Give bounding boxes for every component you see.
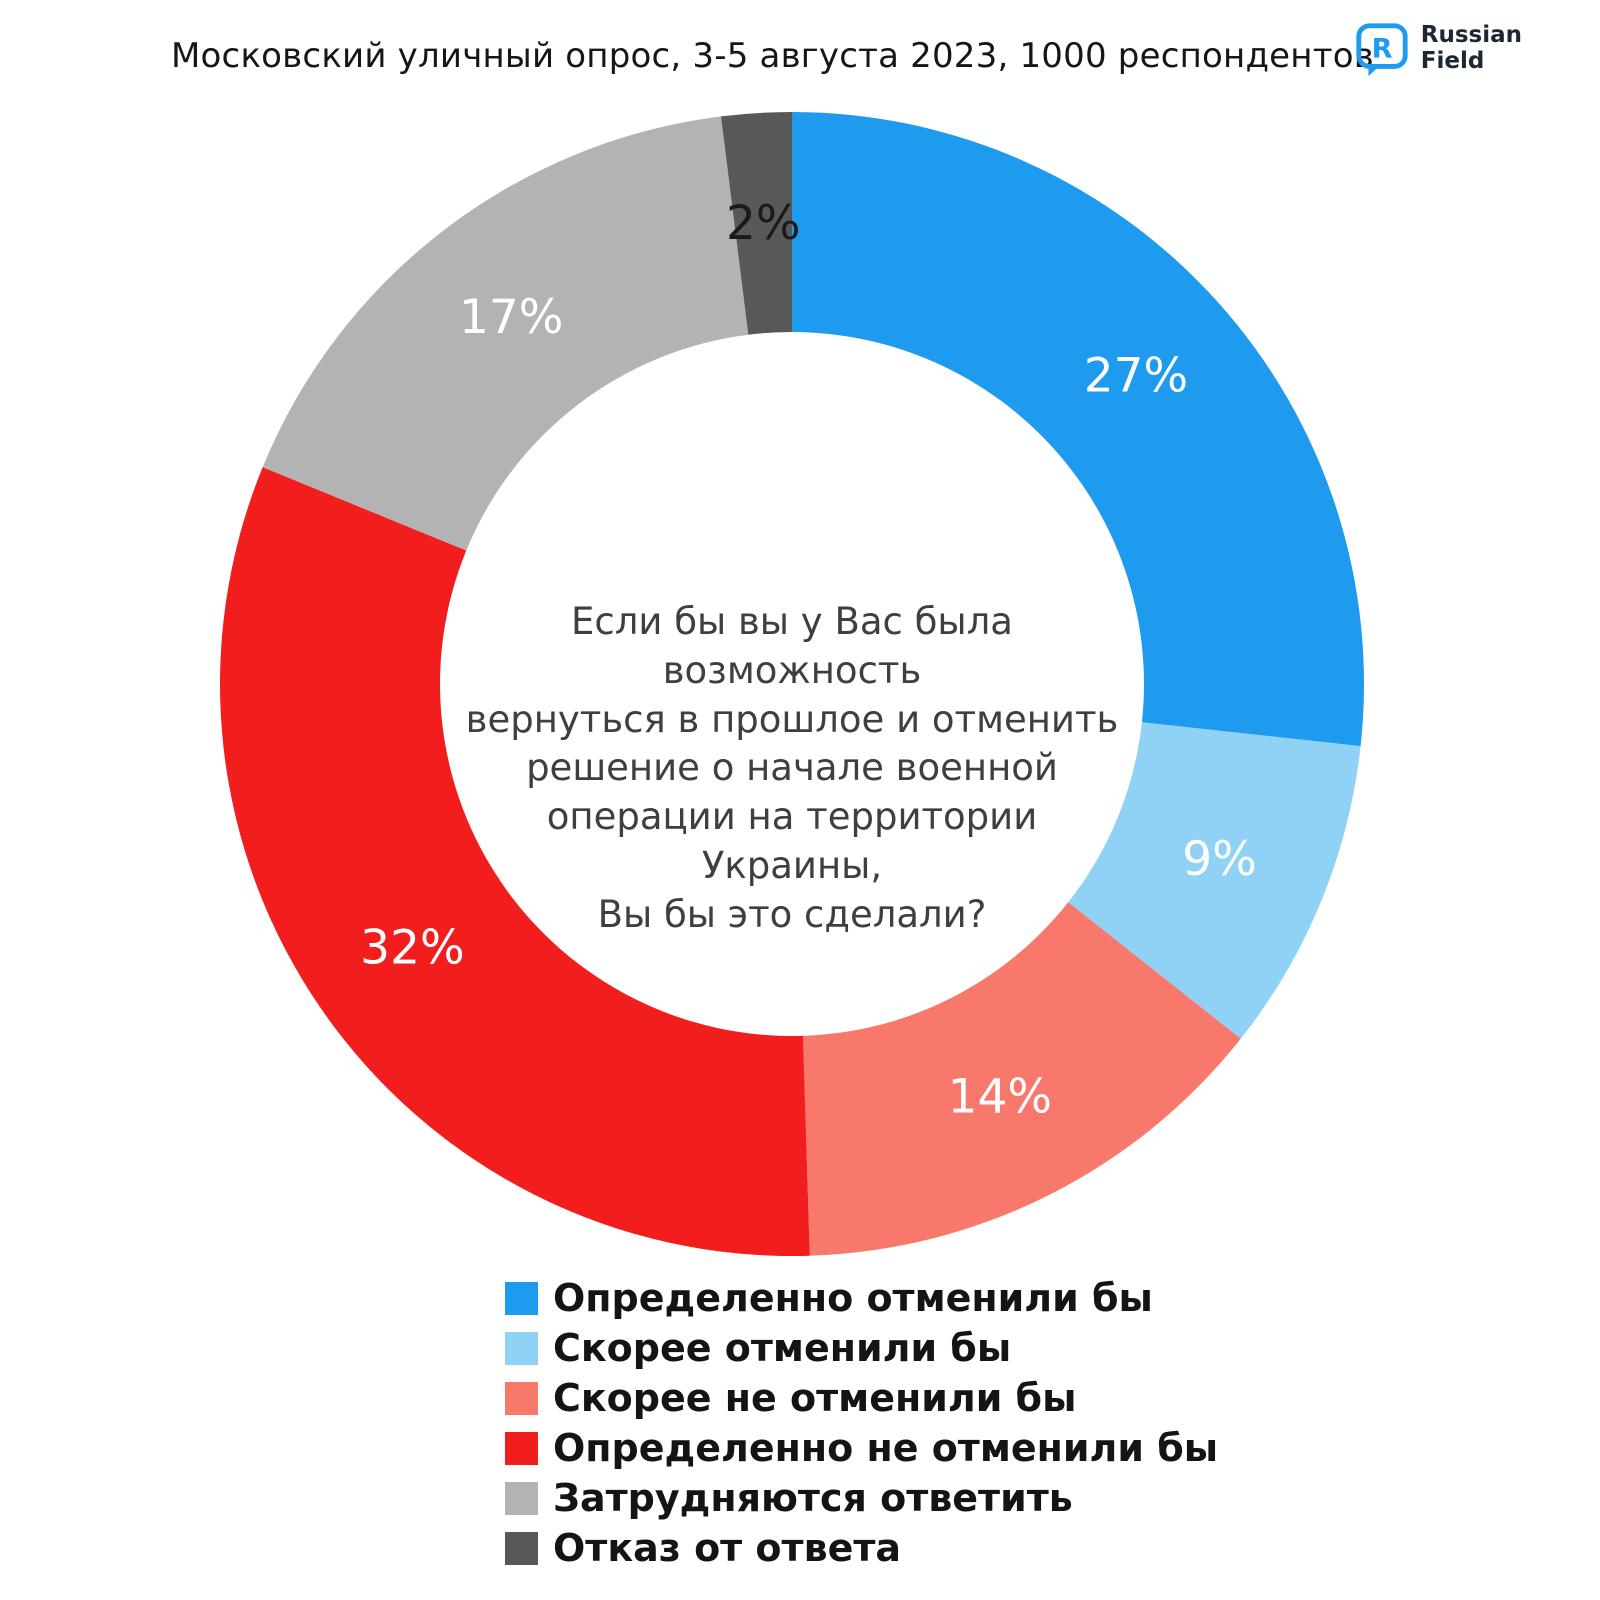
legend-swatch-1	[505, 1331, 538, 1365]
legend-item-0: Определенно отменили бы	[505, 1276, 1218, 1320]
center-question: Если бы вы у Вас была возможность вернуть…	[452, 598, 1132, 940]
russian-field-logo-text: Russian Field	[1420, 22, 1522, 75]
center-question-line-3: решение о начале военной	[526, 746, 1058, 790]
donut-segment-5	[721, 112, 792, 335]
center-question-line-4: операции на территории Украины,	[546, 795, 1038, 888]
legend-item-2: Скорее не отменили бы	[505, 1376, 1218, 1420]
segment-value-label-4: 17%	[459, 290, 563, 345]
logo-text-line2: Field	[1420, 48, 1485, 74]
legend-swatch-3	[505, 1431, 538, 1465]
segment-value-label-3: 32%	[360, 920, 464, 975]
legend-item-3: Определенно не отменили бы	[505, 1426, 1218, 1470]
russian-field-logo: R Russian Field	[1353, 20, 1522, 78]
center-question-line-1: Если бы вы у Вас была возможность	[571, 600, 1013, 692]
segment-value-label-0: 27%	[1084, 349, 1188, 404]
center-question-line-5: Вы бы это сделали?	[597, 892, 987, 936]
legend-swatch-0	[505, 1281, 538, 1315]
russian-field-logo-icon: R	[1356, 23, 1408, 77]
donut-segment-1	[1068, 722, 1361, 1039]
segment-value-label-1: 9%	[1182, 832, 1257, 887]
legend-label-5: Отказ от ответа	[553, 1526, 902, 1570]
chart-title: Московский уличный опрос, 3-5 августа 20…	[171, 36, 1374, 76]
legend-label-1: Скорее отменили бы	[553, 1326, 1012, 1370]
donut-segment-4	[262, 116, 749, 551]
legend: Определенно отменили бы Скорее отменили б…	[505, 1276, 1218, 1570]
legend-item-4: Затрудняются ответить	[505, 1476, 1218, 1520]
segment-value-label-2: 14%	[948, 1070, 1052, 1125]
legend-label-2: Скорее не отменили бы	[553, 1376, 1077, 1420]
legend-label-0: Определенно отменили бы	[553, 1276, 1153, 1320]
legend-label-4: Затрудняются ответить	[553, 1476, 1073, 1520]
legend-swatch-5	[505, 1531, 538, 1565]
donut-segment-2	[802, 902, 1241, 1256]
segment-value-label-5: 2%	[726, 196, 801, 251]
donut-segment-0	[792, 112, 1364, 747]
logo-text-line1: Russian	[1420, 22, 1522, 49]
legend-swatch-4	[505, 1481, 538, 1515]
logo-letter: R	[1371, 34, 1392, 65]
donut-segment-3	[219, 467, 810, 1256]
center-question-line-2: вернуться в прошлое и отменить	[465, 697, 1119, 741]
legend-item-1: Скорее отменили бы	[505, 1326, 1218, 1370]
legend-item-5: Отказ от ответа	[505, 1526, 1218, 1570]
legend-label-3: Определенно не отменили бы	[553, 1426, 1219, 1470]
legend-swatch-2	[505, 1381, 538, 1415]
